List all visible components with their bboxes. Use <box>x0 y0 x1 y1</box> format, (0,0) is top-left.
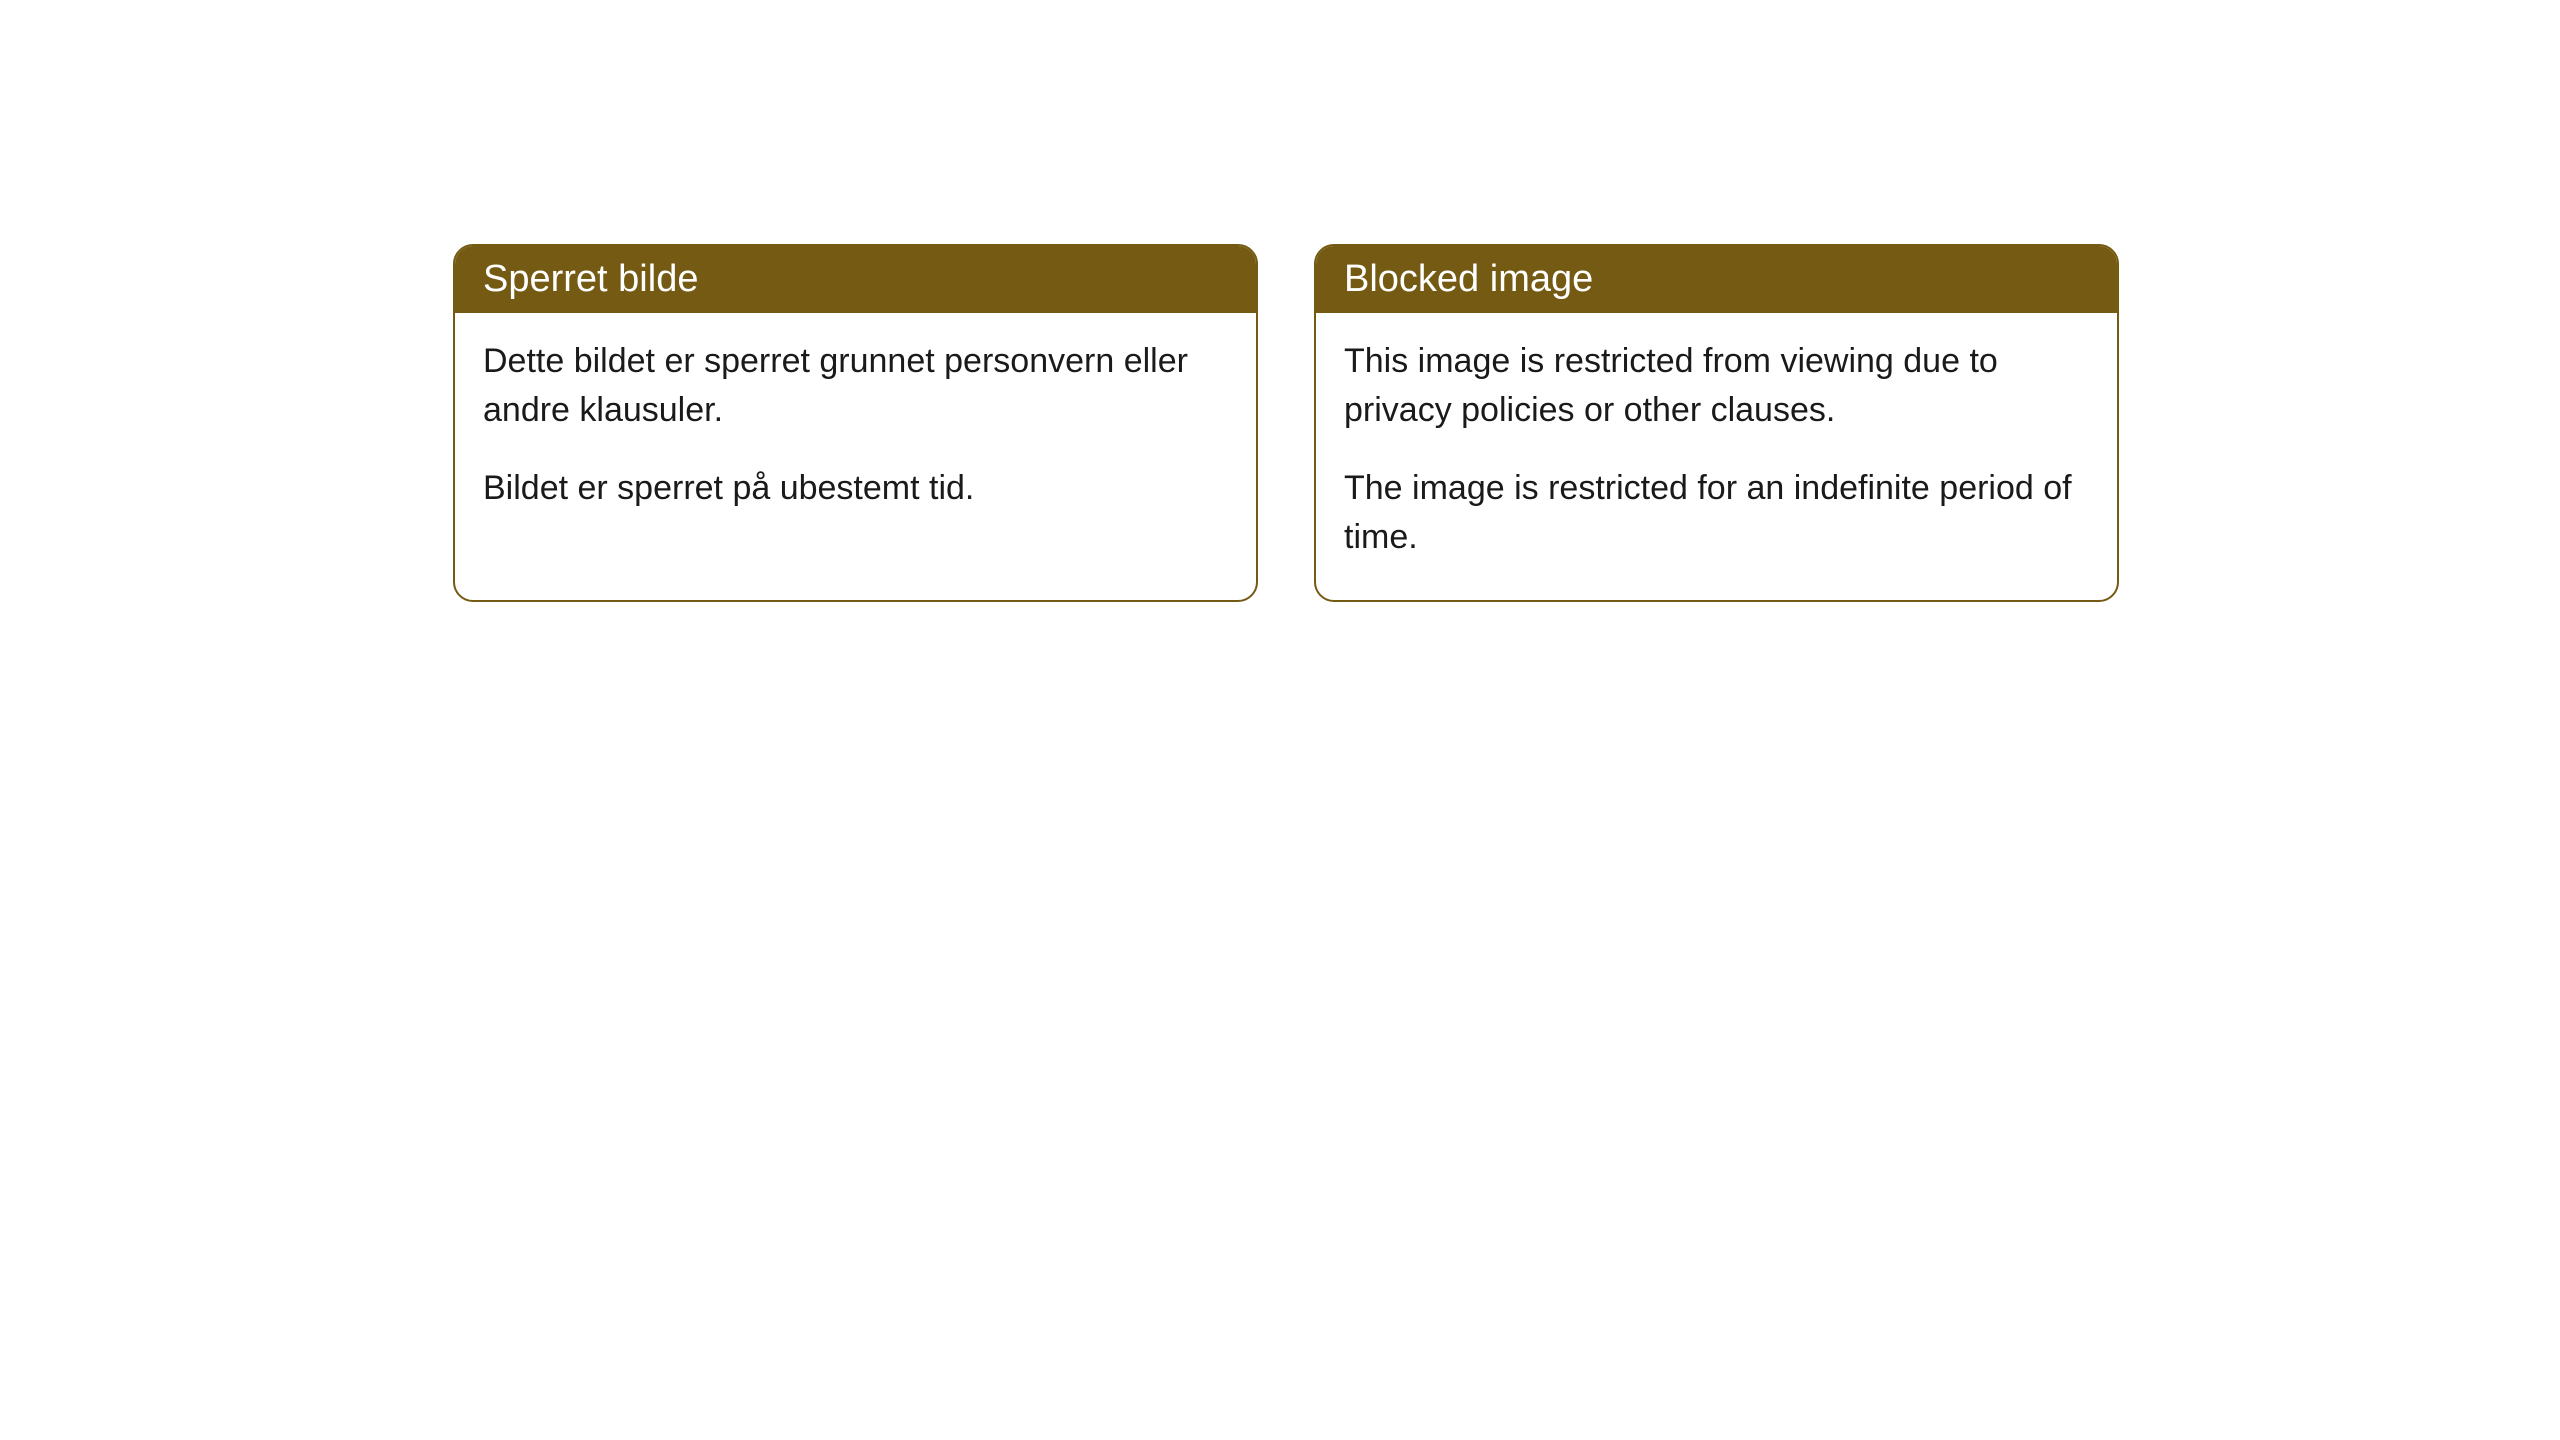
card-header-english: Blocked image <box>1316 246 2117 313</box>
card-paragraph: Dette bildet er sperret grunnet personve… <box>483 337 1228 436</box>
card-paragraph: Bildet er sperret på ubestemt tid. <box>483 464 1228 513</box>
card-body-english: This image is restricted from viewing du… <box>1316 313 2117 600</box>
card-paragraph: This image is restricted from viewing du… <box>1344 337 2089 436</box>
notice-card-english: Blocked image This image is restricted f… <box>1314 244 2119 602</box>
card-paragraph: The image is restricted for an indefinit… <box>1344 464 2089 563</box>
card-title: Blocked image <box>1344 258 1593 300</box>
notice-card-container: Sperret bilde Dette bildet er sperret gr… <box>453 244 2119 602</box>
card-title: Sperret bilde <box>483 258 698 300</box>
card-body-norwegian: Dette bildet er sperret grunnet personve… <box>455 313 1256 551</box>
card-header-norwegian: Sperret bilde <box>455 246 1256 313</box>
notice-card-norwegian: Sperret bilde Dette bildet er sperret gr… <box>453 244 1258 602</box>
